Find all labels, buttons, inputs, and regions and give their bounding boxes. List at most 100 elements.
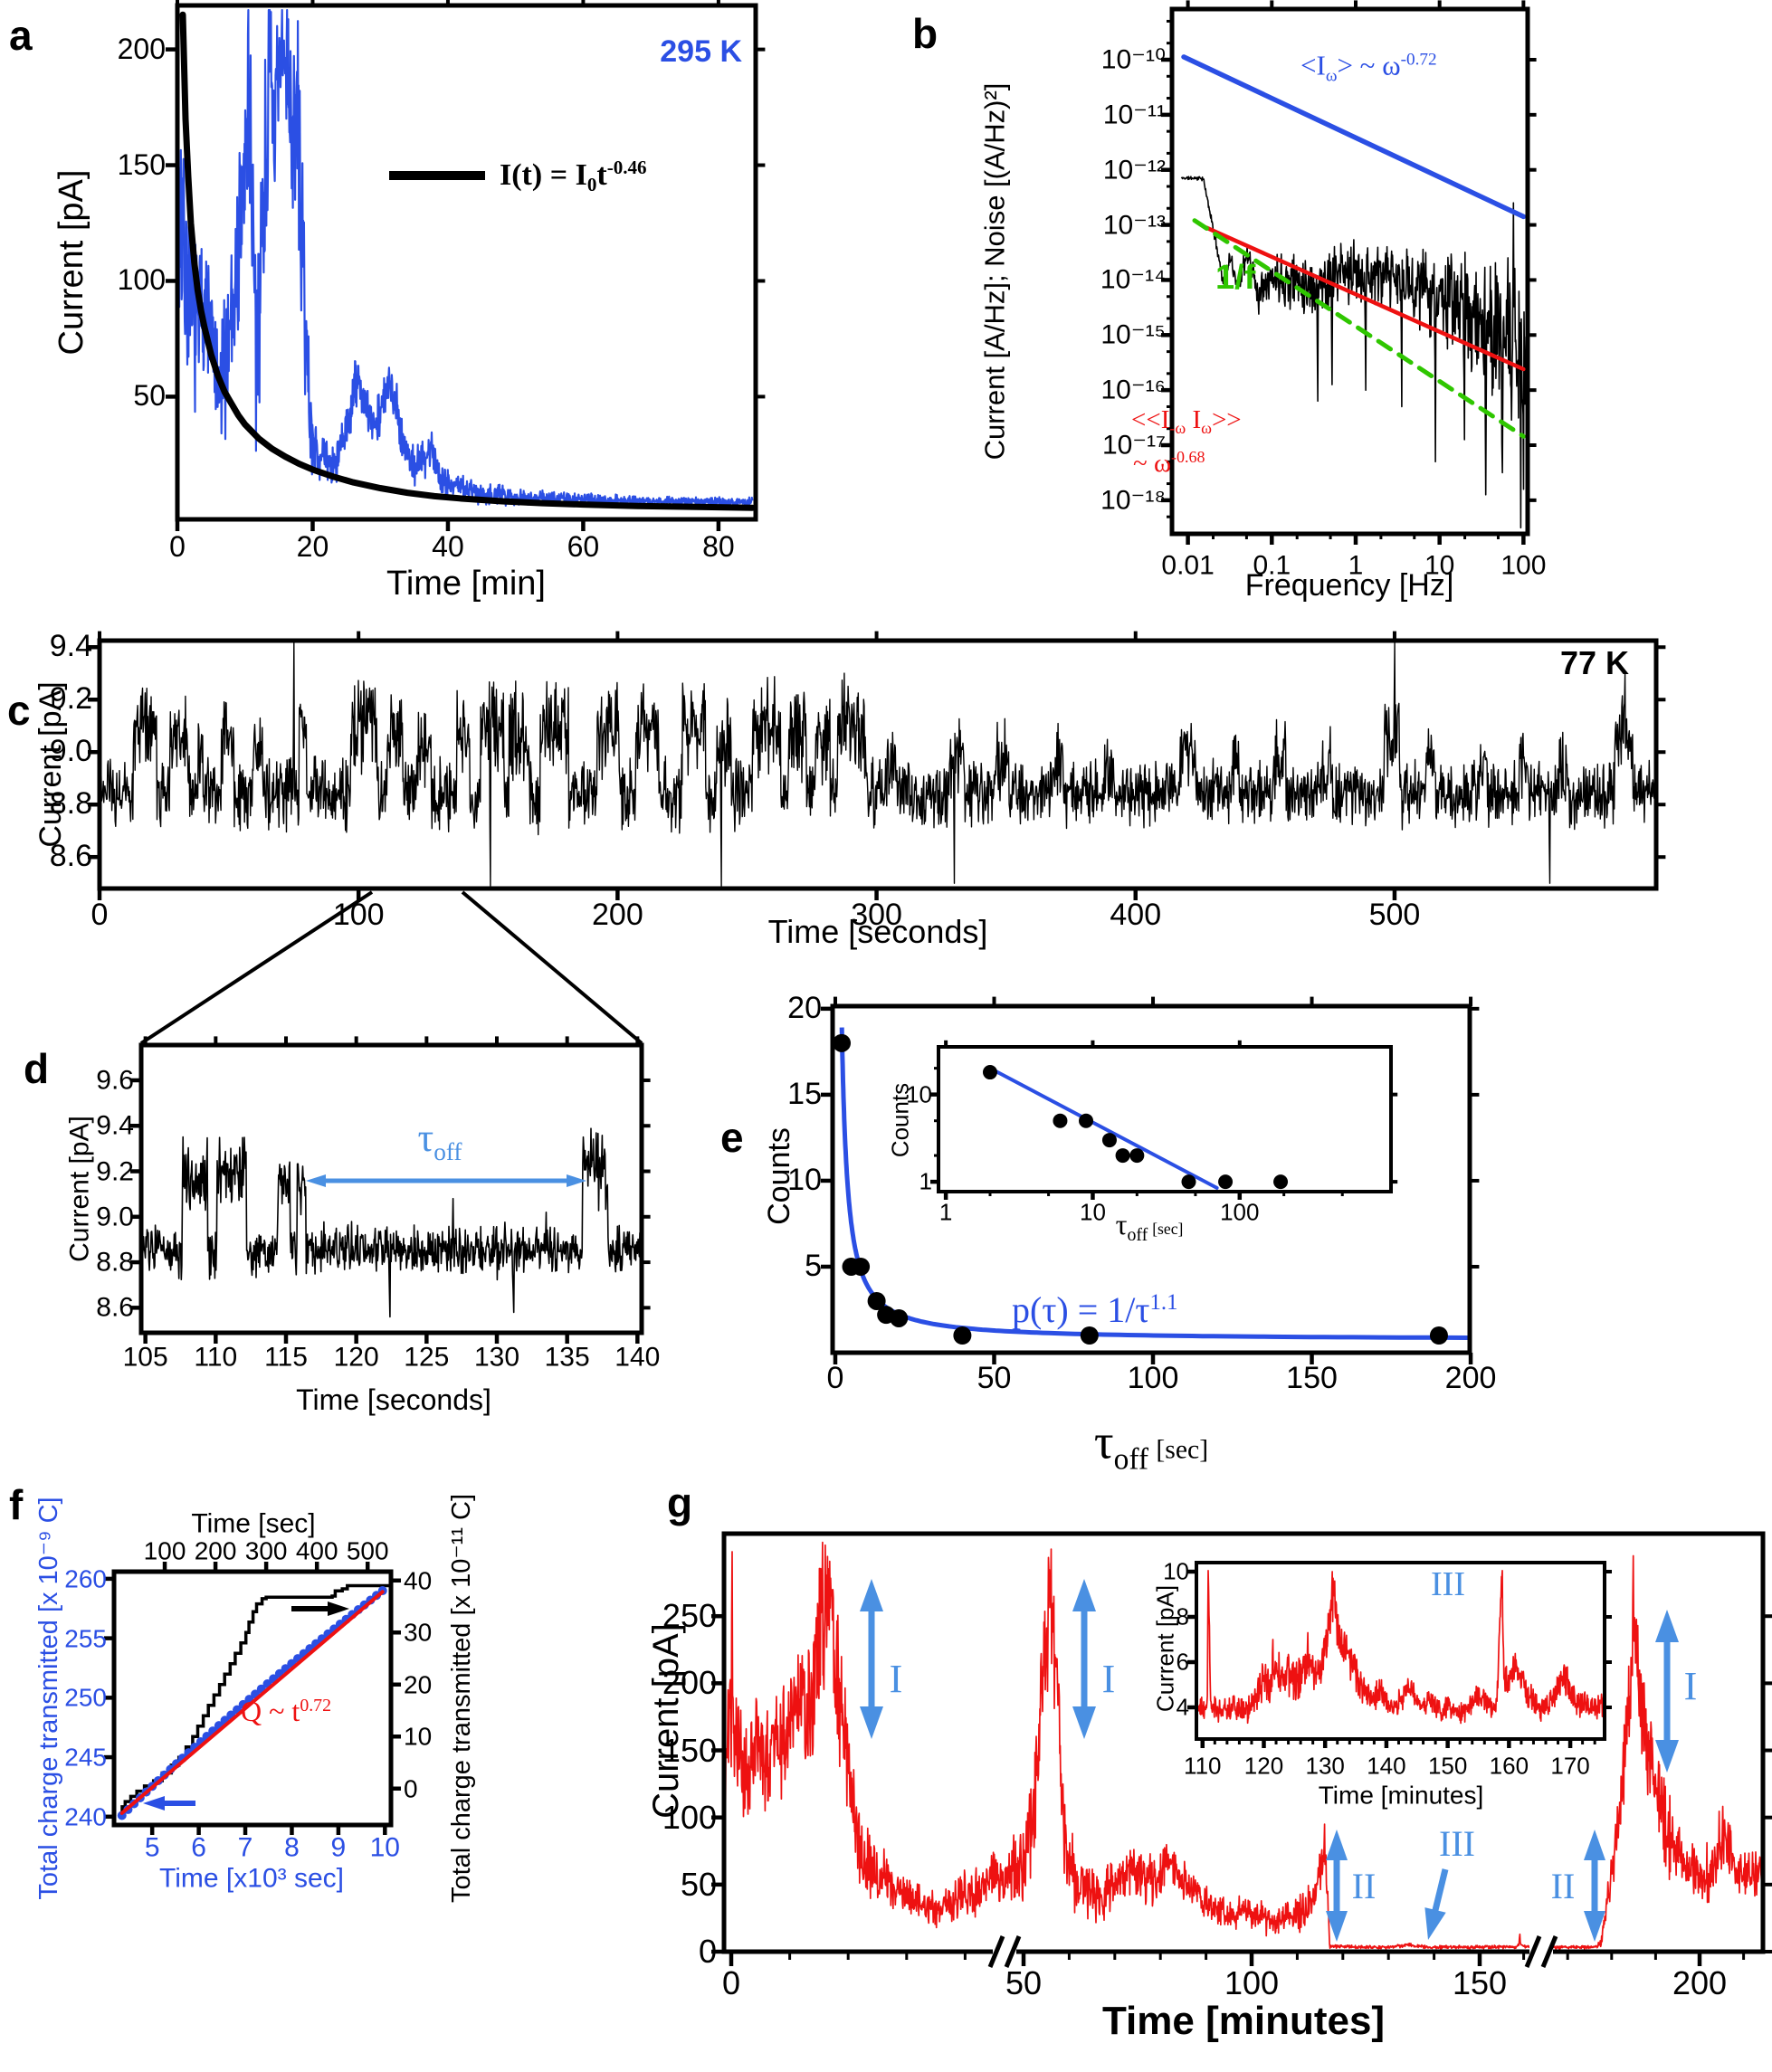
panel-d-tick-label: 110 — [194, 1342, 238, 1373]
panel-f-tick-label: 300 — [244, 1536, 288, 1565]
panel-g-inset-chart — [1196, 1569, 1605, 1725]
axis-break-slash — [1540, 1935, 1558, 1968]
region-I-arrow-2-head — [1072, 1579, 1096, 1611]
tau-off-arrow-head — [306, 1174, 326, 1187]
inset-scatter-point — [982, 1065, 997, 1080]
inset-scatter-point — [1129, 1148, 1145, 1164]
panel-d-frame — [138, 1042, 644, 1335]
region-II-label-1: II — [1351, 1866, 1377, 1906]
xlabel-a: Time [min] — [386, 565, 546, 604]
panel-d-tick-label: 8.8 — [96, 1247, 134, 1278]
panel-c-tick-label: 9.2 — [49, 681, 92, 717]
panel-b-chart — [1180, 54, 1528, 529]
region-II-arrow-1-head — [1326, 1830, 1348, 1860]
panel-c-zoom-connector — [461, 890, 643, 1045]
right-axis-arrow-head — [328, 1602, 349, 1616]
ylabel-g: Current [pA] — [646, 1623, 686, 1819]
panel-f-chart — [117, 1581, 393, 1820]
left-axis-arrow-head — [143, 1796, 165, 1811]
panel-f-tick-label: 255 — [64, 1623, 107, 1652]
panel-g-inset-tick-label: 8 — [1176, 1602, 1189, 1630]
panel-c-tick-label: 200 — [592, 898, 643, 933]
counts-scatter-point — [1080, 1326, 1099, 1345]
panel-g-inset-tick-label: 110 — [1184, 1752, 1222, 1780]
panel-f-tick-label: 245 — [64, 1743, 107, 1772]
panel-c-zoom-connector — [139, 890, 374, 1045]
panel-b-tick-label: 0.1 — [1253, 550, 1291, 581]
panel-f-tick-label: 250 — [64, 1683, 107, 1712]
panel-b-frame — [1169, 6, 1530, 537]
panel-d-tick-label: 125 — [404, 1342, 450, 1373]
panel-e-inset-tick-label: 10 — [1079, 1198, 1106, 1226]
blue-slope-label: <Iω> ~ ω-0.72 — [1300, 49, 1437, 86]
region-I-label-3: I — [1683, 1663, 1698, 1708]
ylabel-f-left: Total charge transmitted [x 10⁻⁹ C] — [33, 1497, 63, 1900]
panel-g-chart — [723, 1541, 1764, 1950]
inset-scatter-point — [1101, 1133, 1117, 1148]
measured-current — [176, 9, 754, 508]
panel-g-tick-label: 200 — [1672, 1964, 1728, 2002]
axis-break-slash — [1524, 1935, 1542, 1968]
panel-g-tick-label: 200 — [662, 1664, 717, 1702]
red-corr-label-2: ~ ω-0.68 — [1133, 447, 1205, 478]
zoomed-telegraph-trace — [140, 1127, 643, 1318]
panel-a-tick-label: 100 — [117, 263, 166, 297]
e-fit-equation: p(τ) = 1/τ1.1 — [1012, 1289, 1178, 1330]
panel-g-inset-tick-label: 4 — [1176, 1693, 1189, 1721]
panel-letter-e: e — [720, 1114, 744, 1161]
panel-d-chart — [140, 1127, 643, 1318]
panel-e-tick-label: 0 — [826, 1361, 844, 1396]
xlabel-f-top: Time [sec] — [191, 1508, 316, 1539]
inset-scatter-point — [1053, 1113, 1068, 1128]
panel-letter-g: g — [667, 1479, 693, 1526]
panel-e-chart — [833, 1027, 1468, 1345]
f-fit-equation: Q ~ t0.72 — [241, 1695, 332, 1728]
panel-d-tick-label: 8.6 — [96, 1292, 134, 1323]
panel-d-tick-label: 120 — [333, 1342, 379, 1373]
inset-scatter-point — [1273, 1174, 1289, 1190]
ylabel-f-right: Total charge transmitted [x 10⁻¹¹ C] — [446, 1493, 476, 1904]
panel-f-tick-label: 8 — [284, 1832, 300, 1863]
panel-f-tick-label: 40 — [404, 1566, 433, 1595]
panel-b-tick-label: 10 — [1424, 550, 1455, 581]
panel-f-tick-label: 9 — [330, 1832, 347, 1863]
panel-c-chart — [99, 641, 1657, 1045]
panel-d-tick-label: 115 — [264, 1342, 308, 1373]
panel-g-tick-label: 0 — [698, 1933, 717, 1971]
panel-a-tick-label: 80 — [702, 530, 735, 564]
panel-g-inset-tick-label: 160 — [1489, 1752, 1529, 1780]
panel-f-tick-label: 400 — [295, 1536, 338, 1565]
fit-equation-a: I(t) = I0t-0.46 — [500, 157, 647, 196]
panel-e-inset-tick-label: 10 — [906, 1080, 932, 1108]
region-I-arrow-1-head — [860, 1706, 883, 1739]
panel-f-tick-label: 240 — [64, 1802, 107, 1831]
panel-g-inset-tick-label: 120 — [1243, 1752, 1284, 1780]
panel-letter-a: a — [9, 12, 33, 59]
ylabel-c: Current [pA] — [33, 681, 69, 848]
panel-g-tick-label: 150 — [1452, 1964, 1508, 2002]
panel-d-tick-label: 9.6 — [96, 1065, 134, 1096]
panel-c-tick-label: 8.8 — [49, 786, 92, 822]
region-II-arrow-2-head — [1584, 1830, 1605, 1860]
inset-xlabel-e: τoff [sec] — [1115, 1208, 1184, 1246]
panel-f-tick-label: 7 — [237, 1832, 253, 1863]
panel-g-tick-label: 150 — [662, 1731, 717, 1769]
panel-c-tick-label: 0 — [91, 898, 109, 933]
region-I-arrow-3-head — [1655, 1740, 1679, 1773]
panel-b-tick-label: 10⁻¹⁴ — [1100, 264, 1166, 295]
panel-a-tick-label: 20 — [296, 530, 329, 564]
panel-letter-f: f — [9, 1481, 24, 1528]
panel-d-tick-label: 140 — [614, 1342, 661, 1373]
panel-a-tick-label: 0 — [169, 530, 186, 564]
region-II-arrow-2-head — [1584, 1911, 1605, 1942]
panel-b-tick-label: 100 — [1500, 550, 1547, 581]
panel-g-inset-tick-label: 10 — [1163, 1557, 1189, 1585]
panel-b-tick-label: 1 — [1348, 550, 1364, 581]
panel-f-tick-label: 5 — [144, 1832, 160, 1863]
charge-staircase — [119, 1581, 393, 1817]
panel-g-inset-tick-label: 140 — [1367, 1752, 1406, 1780]
panel-b-tick-label: 10⁻¹² — [1102, 154, 1166, 185]
panel-letter-d: d — [24, 1045, 50, 1092]
